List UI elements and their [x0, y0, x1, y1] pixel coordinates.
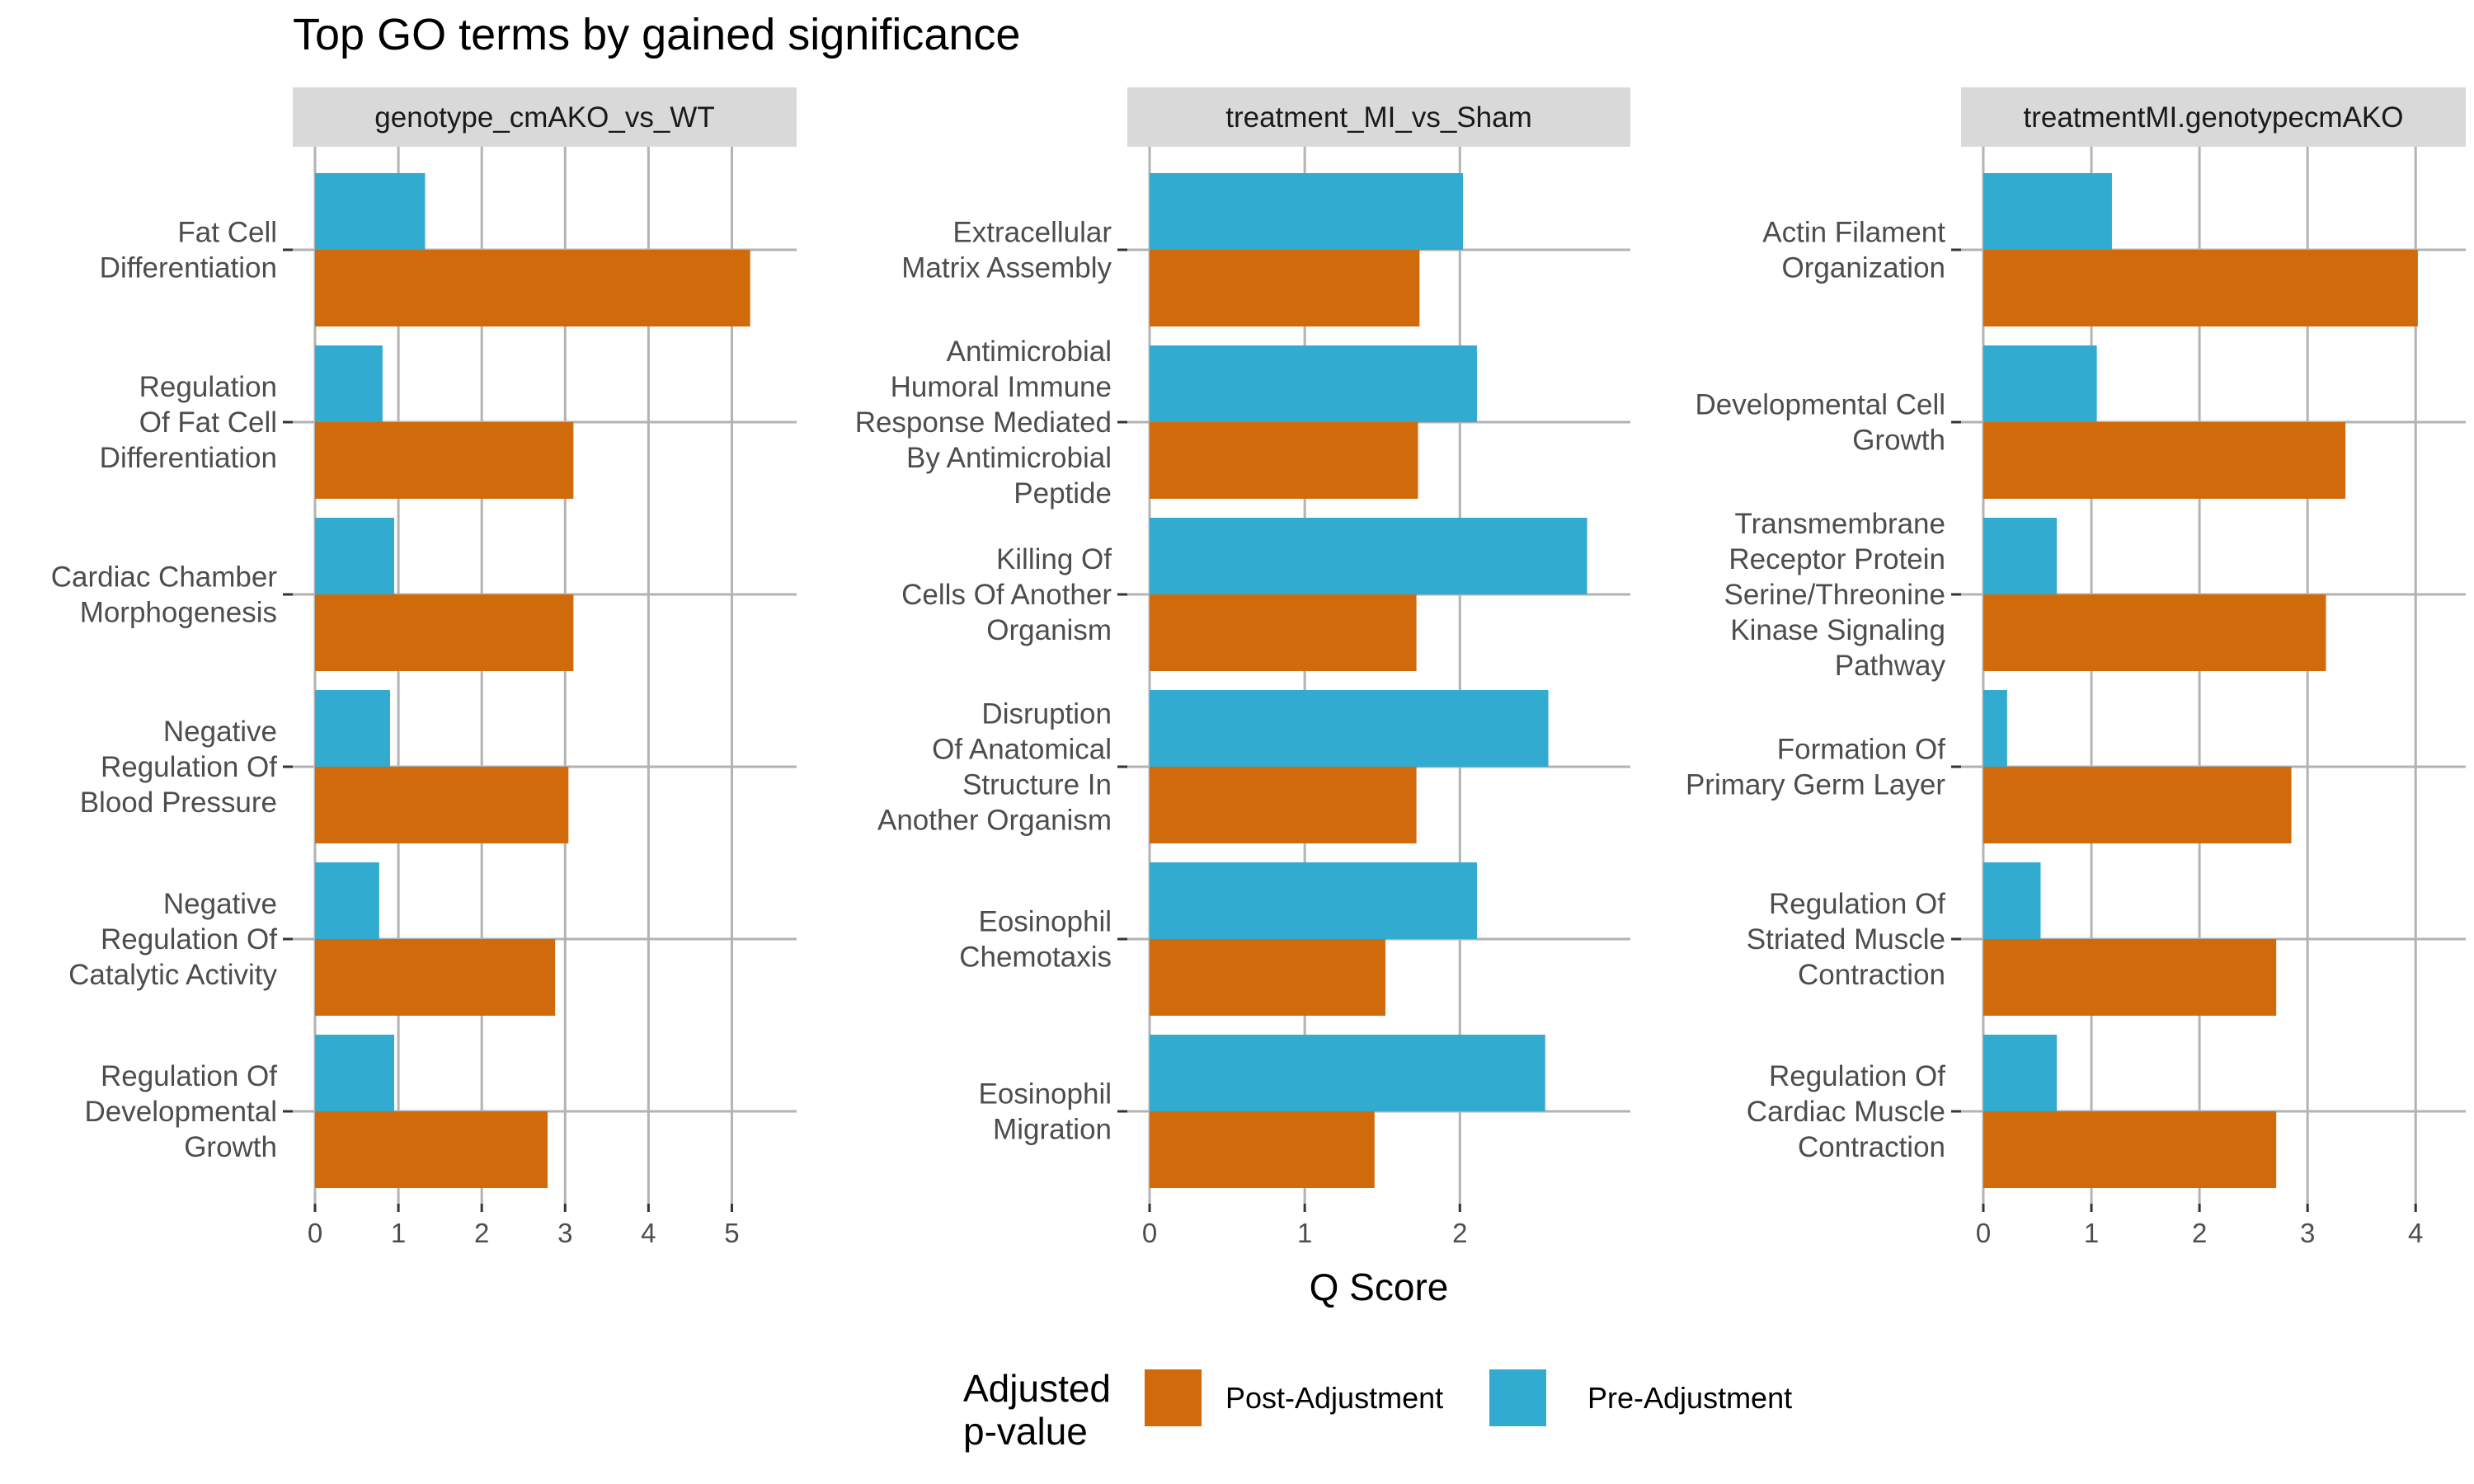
bar-pre-adjustment [1150, 173, 1464, 250]
legend: Adjusted p-value Post-Adjustment Pre-Adjust… [963, 1367, 1792, 1453]
bar-post-adjustment [1150, 1111, 1375, 1188]
bar-pre-adjustment [1983, 690, 2007, 767]
bar-post-adjustment [1983, 594, 2326, 671]
facet-strip-label: genotype_cmAKO_vs_WT [374, 101, 714, 134]
bar-pre-adjustment [1150, 345, 1477, 422]
x-tick-label: 1 [2084, 1218, 2099, 1248]
bar-pre-adjustment [1983, 345, 2097, 422]
bar-pre-adjustment [315, 690, 390, 767]
y-category-label: Transmembrane Receptor Protein Serine/Thre… [1724, 508, 1946, 682]
bar-post-adjustment [315, 250, 750, 326]
x-tick-label: 3 [557, 1218, 572, 1248]
x-tick-label: 0 [308, 1218, 322, 1248]
y-category-label: Eosinophil Chemotaxis [959, 906, 1112, 974]
legend-key [1145, 1369, 1202, 1426]
bar-post-adjustment [1983, 422, 2346, 499]
facet-panel: treatment_MI_vs_Sham 0 1 2 Extracellular Matr… [855, 87, 1630, 1248]
y-category-label: Killing Of Cells Of Another Organism [901, 543, 1112, 646]
y-category-label: Formation Of Primary Germ Layer [1686, 734, 1945, 801]
y-category-label: Negative Regulation Of Blood Pressure [80, 716, 278, 819]
bar-post-adjustment [315, 939, 556, 1016]
legend-key [1489, 1369, 1546, 1426]
legend-label: Post-Adjustment [1225, 1381, 1443, 1415]
x-tick-label: 1 [391, 1218, 406, 1248]
x-tick-label: 5 [724, 1218, 739, 1248]
facet-strip [1961, 87, 2466, 147]
legend-label: Pre-Adjustment [1587, 1381, 1792, 1415]
bar-pre-adjustment [315, 173, 426, 250]
bar-pre-adjustment [315, 345, 383, 422]
x-tick-label: 0 [1142, 1218, 1157, 1248]
bar-pre-adjustment [1983, 518, 2058, 594]
x-tick-label: 0 [1976, 1218, 1991, 1248]
facet-strip-label: treatment_MI_vs_Sham [1225, 101, 1532, 134]
x-tick-label: 3 [2300, 1218, 2315, 1248]
facet-strip [293, 87, 797, 147]
bar-post-adjustment [315, 1111, 548, 1188]
x-tick-label: 2 [474, 1218, 489, 1248]
bar-post-adjustment [315, 767, 569, 843]
bar-pre-adjustment [1150, 862, 1477, 939]
bar-post-adjustment [1150, 250, 1420, 326]
facet-panel: treatmentMI.genotypecmAKO 0 1 2 3 4 Actin Fila… [1686, 87, 2466, 1248]
bar-post-adjustment [1150, 939, 1385, 1016]
x-tick-label: 2 [2192, 1218, 2207, 1248]
bar-post-adjustment [1983, 1111, 2277, 1188]
bar-post-adjustment [1150, 422, 1418, 499]
chart-title: Top GO terms by gained significance [293, 10, 1020, 59]
x-tick-label: 2 [1452, 1218, 1467, 1248]
y-category-label: Extracellular Matrix Assembly [901, 217, 1112, 284]
bar-post-adjustment [315, 422, 574, 499]
x-tick-label: 1 [1297, 1218, 1312, 1248]
y-category-label: Eosinophil Migration [979, 1078, 1112, 1146]
bar-post-adjustment [315, 594, 574, 671]
bar-pre-adjustment [1983, 1035, 2058, 1111]
y-category-label: Actin Filament Organization [1762, 217, 1945, 284]
y-category-label: Regulation Of Developmental Growth [85, 1060, 278, 1163]
facet-panels: genotype_cmAKO_vs_WT 0 1 2 3 4 5 Fat Cell Differ… [51, 87, 2466, 1248]
bar-pre-adjustment [1150, 690, 1549, 767]
bar-post-adjustment [1150, 594, 1417, 671]
bar-pre-adjustment [315, 518, 395, 594]
y-category-label: Regulation Of Fat Cell Differentiation [100, 371, 277, 474]
x-tick-label: 4 [641, 1218, 656, 1248]
y-category-label: Fat Cell Differentiation [100, 217, 277, 284]
y-category-label: Cardiac Chamber Morphogenesis [51, 561, 278, 629]
bar-pre-adjustment [315, 1035, 395, 1111]
bar-post-adjustment [1150, 767, 1417, 843]
bar-post-adjustment [1983, 250, 2418, 326]
y-category-label: Developmental Cell Growth [1696, 389, 1945, 457]
bar-post-adjustment [1983, 767, 2292, 843]
y-category-label: Negative Regulation Of Catalytic Activity [68, 888, 277, 991]
bar-pre-adjustment [1150, 518, 1587, 594]
bar-pre-adjustment [1150, 1035, 1545, 1111]
legend-title: Adjusted p-value [963, 1367, 1111, 1453]
bar-post-adjustment [1983, 939, 2277, 1016]
y-category-label: Disruption Of Anatomical Structure In Anoth… [877, 698, 1112, 837]
y-category-label: Regulation Of Striated Muscle Contraction [1747, 888, 1945, 991]
facet-strip [1127, 87, 1630, 147]
facet-strip-label: treatmentMI.genotypecmAKO [2023, 101, 2403, 134]
bar-pre-adjustment [1983, 862, 2041, 939]
facet-panel: genotype_cmAKO_vs_WT 0 1 2 3 4 5 Fat Cell Differ… [51, 87, 797, 1248]
x-tick-label: 4 [2408, 1218, 2423, 1248]
x-axis-title: Q Score [1310, 1266, 1449, 1308]
bar-pre-adjustment [1983, 173, 2112, 250]
bar-pre-adjustment [315, 862, 379, 939]
y-category-label: Regulation Of Cardiac Muscle Contraction [1747, 1060, 1945, 1163]
y-category-label: Antimicrobial Humoral Immune Response Medi… [855, 336, 1112, 510]
